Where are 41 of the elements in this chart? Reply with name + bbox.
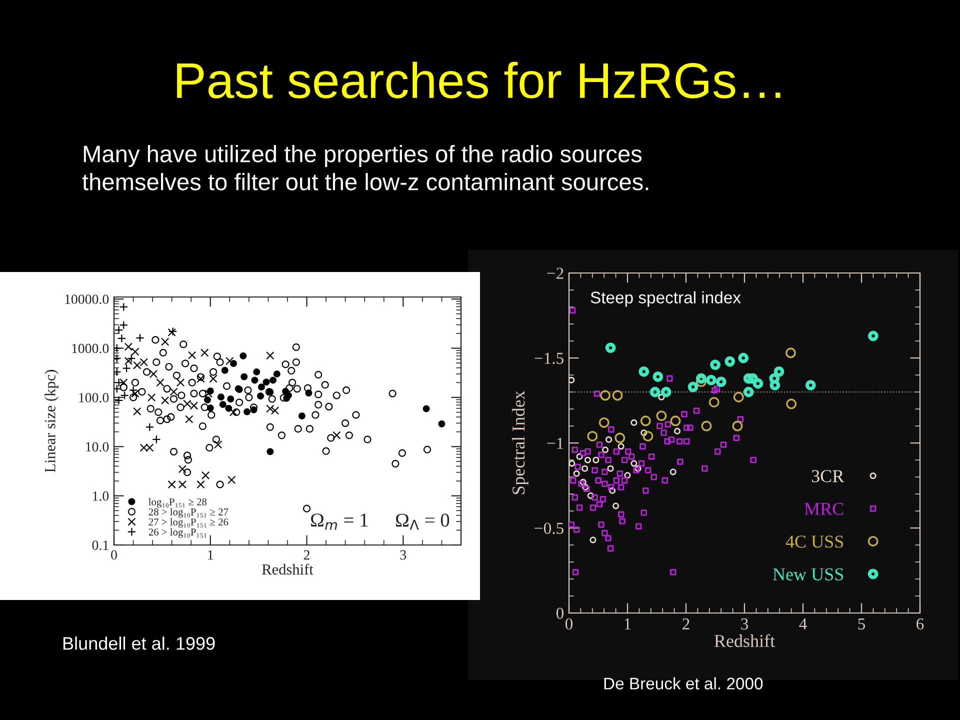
y-tick-label: 0 bbox=[556, 608, 564, 619]
y-tick-label: 10000.0 bbox=[65, 294, 109, 304]
legend-label: 27 > log₁₀P₁₅₁ ≥ 26 bbox=[148, 518, 228, 528]
x-tick-label: 4 bbox=[799, 618, 807, 630]
x-tick-label: 3 bbox=[400, 550, 406, 560]
x-tick-label: 6 bbox=[916, 618, 924, 630]
x-tick-label: 2 bbox=[682, 618, 690, 630]
chart-subtitle: Many have utilized the properties of the radio sources themselves to filter out the low-z contaminant sources. bbox=[82, 145, 648, 190]
x-tick-label: 1 bbox=[624, 618, 631, 630]
x-tick-label: 5 bbox=[858, 618, 866, 630]
text: De Breuck et al. 2000 bbox=[604, 677, 763, 690]
annotation: Ω$_{Λ}$ = 0 bbox=[396, 514, 450, 530]
x-tick-label: 0 bbox=[565, 618, 573, 630]
legend-label: 28 > log₁₀P₁₅₁ ≥ 27 bbox=[148, 508, 228, 518]
legend-label: New USS bbox=[772, 568, 844, 580]
legend-label: MRC bbox=[804, 502, 844, 515]
y-tick-label: 1.0 bbox=[93, 491, 109, 501]
text: Blundell et al. 1999 bbox=[63, 636, 215, 650]
x-axis-title: Redshift bbox=[262, 564, 314, 575]
annotation: Steep spectral index bbox=[590, 291, 741, 307]
x-tick-label: 0 bbox=[111, 550, 117, 560]
x-tick-label: 1 bbox=[208, 550, 214, 560]
y-tick-label: −2 bbox=[547, 268, 564, 279]
y-axis-title: Spectral Index bbox=[512, 390, 528, 494]
y-tick-label: 10.0 bbox=[86, 442, 109, 452]
y-tick-label: −1.5 bbox=[534, 352, 564, 364]
legend-label: log₁₀P₁₅₁ ≥ 28 bbox=[148, 498, 207, 508]
annotation: Ω$_{m}$ = 1 bbox=[311, 514, 368, 530]
y-tick-label: 0.1 bbox=[92, 540, 108, 550]
y-tick-label: 1000.0 bbox=[72, 344, 109, 354]
legend-label: 26 > log₁₀P₁₅₁ bbox=[148, 528, 206, 538]
y-axis-title: Linear size (kpc) bbox=[44, 370, 58, 472]
legend-label: 3CR bbox=[812, 470, 844, 482]
chart-title: Past searches for HzRGs… bbox=[177, 62, 780, 98]
y-tick-label: −0.5 bbox=[534, 522, 564, 534]
x-tick-label: 2 bbox=[304, 550, 310, 560]
legend-label: 4C USS bbox=[786, 536, 844, 548]
y-tick-label: −1 bbox=[547, 438, 564, 449]
y-tick-label: 100.0 bbox=[79, 393, 109, 402]
x-axis-title: Redshift bbox=[714, 634, 775, 648]
x-tick-label: 3 bbox=[741, 618, 748, 630]
